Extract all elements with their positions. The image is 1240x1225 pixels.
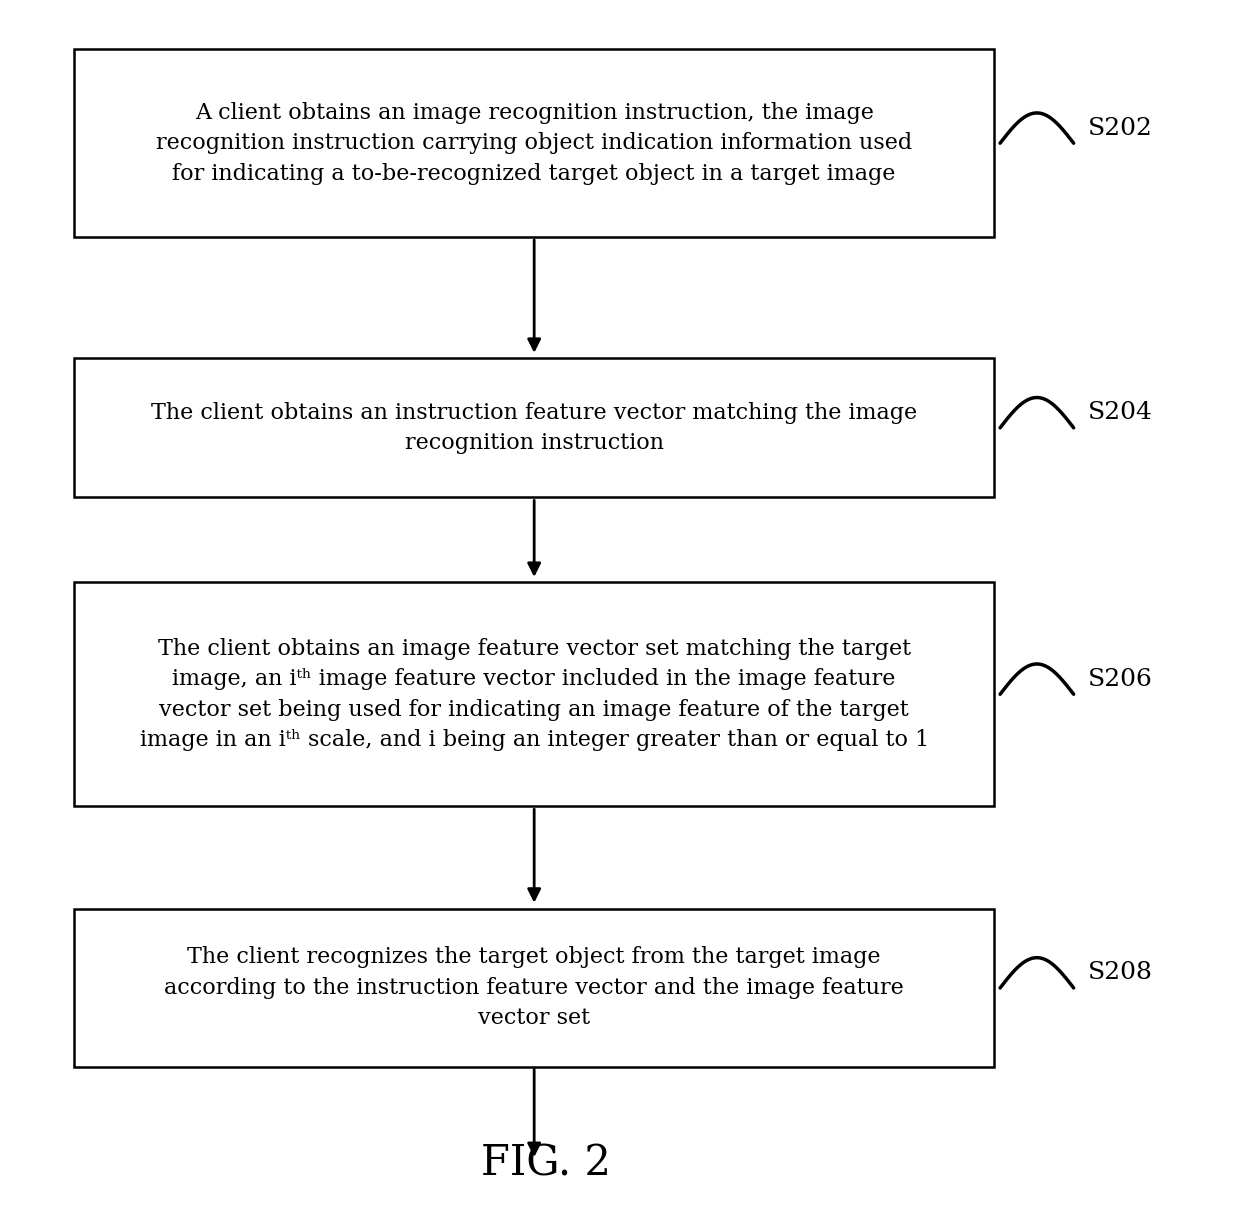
Text: The client obtains an instruction feature vector matching the image
recognition : The client obtains an instruction featur… bbox=[151, 402, 918, 454]
FancyBboxPatch shape bbox=[74, 358, 994, 497]
Text: S208: S208 bbox=[1089, 962, 1153, 985]
FancyBboxPatch shape bbox=[74, 49, 994, 238]
Text: S202: S202 bbox=[1089, 116, 1153, 140]
FancyBboxPatch shape bbox=[74, 582, 994, 806]
FancyBboxPatch shape bbox=[74, 909, 994, 1067]
Text: FIG. 2: FIG. 2 bbox=[481, 1143, 611, 1185]
Text: S206: S206 bbox=[1089, 668, 1153, 691]
Text: A client obtains an image recognition instruction, the image
recognition instruc: A client obtains an image recognition in… bbox=[156, 102, 913, 185]
Text: S204: S204 bbox=[1089, 401, 1153, 424]
Text: The client recognizes the target object from the target image
according to the i: The client recognizes the target object … bbox=[164, 947, 904, 1029]
Text: The client obtains an image feature vector set matching the target
image, an iᵗʰ: The client obtains an image feature vect… bbox=[140, 637, 929, 751]
